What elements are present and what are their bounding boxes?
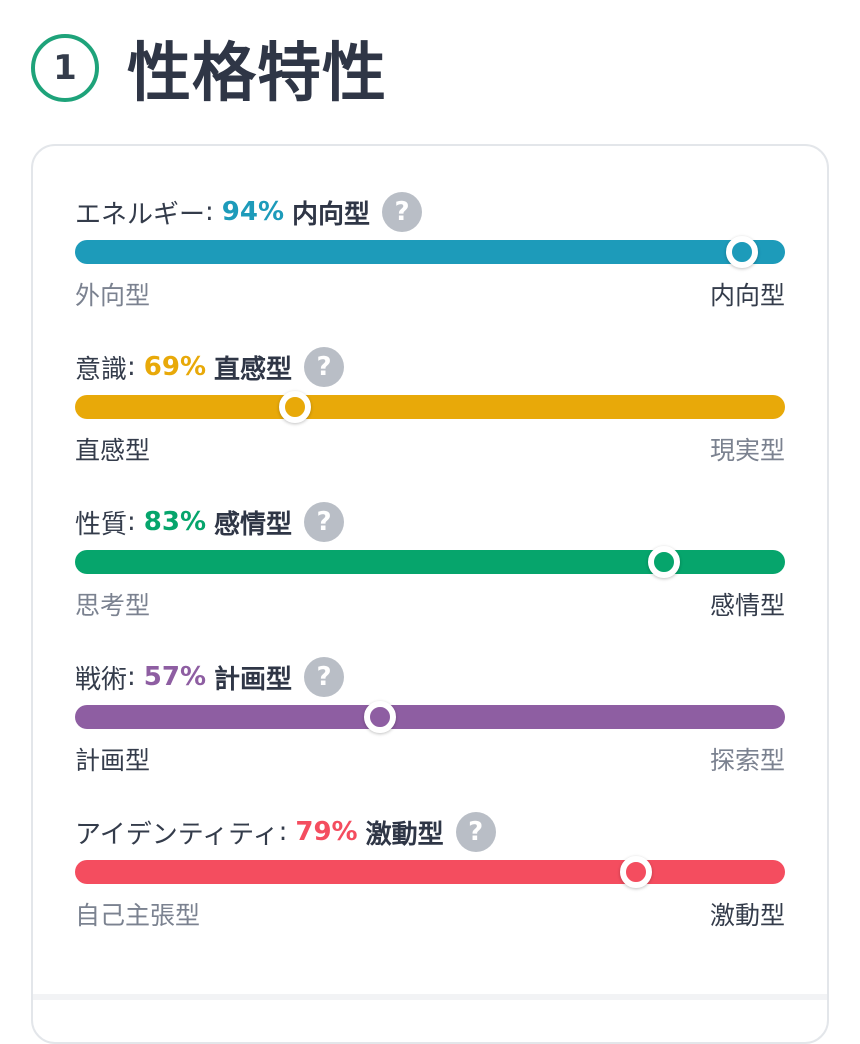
- trait-percent: 69%: [143, 352, 207, 382]
- trait-slider-track: [75, 701, 785, 733]
- trait-mind: 意識 : 69% 直感型 ? 直感型 現実型: [75, 347, 785, 477]
- trait-tactics: 戦術 : 57% 計画型 ? 計画型 探索型: [75, 657, 785, 787]
- trait-percent: 79%: [295, 817, 358, 847]
- trait-colon: :: [278, 817, 288, 847]
- trait-heading: アイデンティティ : 79% 激動型 ?: [75, 812, 496, 852]
- trait-colon: :: [127, 662, 136, 692]
- trait-slider-knob: [726, 236, 759, 268]
- trait-slider-track: [75, 391, 785, 423]
- trait-percent: 83%: [143, 507, 207, 537]
- trait-right-label: 激動型: [709, 901, 785, 930]
- trait-left-label: 思考型: [75, 591, 151, 620]
- trait-right-label: 現実型: [709, 436, 785, 465]
- trait-nature: 性質 : 83% 感情型 ? 思考型 感情型: [75, 502, 785, 632]
- trait-identity: アイデンティティ : 79% 激動型 ? 自己主張型 激動型: [75, 812, 785, 942]
- trait-result: 直感型: [214, 354, 293, 385]
- trait-slider-track: [75, 856, 785, 888]
- help-icon[interactable]: ?: [304, 657, 345, 697]
- trait-heading: 戦術 : 57% 計画型 ?: [75, 657, 345, 697]
- trait-right-label: 探索型: [709, 746, 785, 775]
- help-icon[interactable]: ?: [382, 192, 423, 232]
- trait-result: 内向型: [292, 199, 371, 230]
- trait-colon: :: [205, 197, 214, 227]
- trait-slider-knob: [279, 391, 312, 423]
- help-icon[interactable]: ?: [455, 812, 496, 852]
- trait-slider-track: [75, 236, 785, 268]
- trait-name: エネルギー: [75, 199, 206, 230]
- trait-left-label: 計画型: [75, 746, 151, 775]
- trait-result: 感情型: [214, 509, 293, 540]
- help-icon[interactable]: ?: [304, 502, 345, 542]
- card-bottom-divider: [33, 994, 827, 1000]
- trait-right-label: 内向型: [709, 281, 785, 310]
- step-number-badge: 1: [31, 34, 99, 102]
- page-title: 性格特性: [127, 37, 387, 111]
- trait-percent: 94%: [221, 197, 285, 227]
- trait-colon: :: [127, 507, 136, 537]
- traits-card: [31, 144, 829, 1044]
- trait-name: アイデンティティ: [75, 819, 279, 850]
- trait-name: 性質: [75, 509, 128, 540]
- trait-colon: :: [127, 352, 136, 382]
- trait-slider-knob: [648, 546, 681, 578]
- trait-result: 計画型: [214, 664, 293, 695]
- trait-left-label: 自己主張型: [75, 901, 201, 930]
- trait-heading: 意識 : 69% 直感型 ?: [75, 347, 345, 387]
- trait-right-label: 感情型: [709, 591, 785, 620]
- trait-heading: エネルギー : 94% 内向型 ?: [75, 192, 423, 232]
- trait-left-label: 外向型: [75, 281, 151, 310]
- trait-slider-knob: [364, 701, 397, 733]
- trait-name: 戦術: [75, 664, 128, 695]
- trait-slider-knob: [619, 856, 652, 888]
- trait-left-label: 直感型: [75, 436, 151, 465]
- section-header: 1 性格特性: [31, 30, 387, 111]
- trait-heading: 性質 : 83% 感情型 ?: [75, 502, 345, 542]
- trait-energy: エネルギー : 94% 内向型 ? 外向型 内向型: [75, 192, 785, 322]
- trait-percent: 57%: [143, 662, 207, 692]
- trait-name: 意識: [75, 354, 128, 385]
- trait-result: 激動型: [365, 819, 444, 850]
- trait-slider-track: [75, 546, 785, 578]
- help-icon[interactable]: ?: [304, 347, 345, 387]
